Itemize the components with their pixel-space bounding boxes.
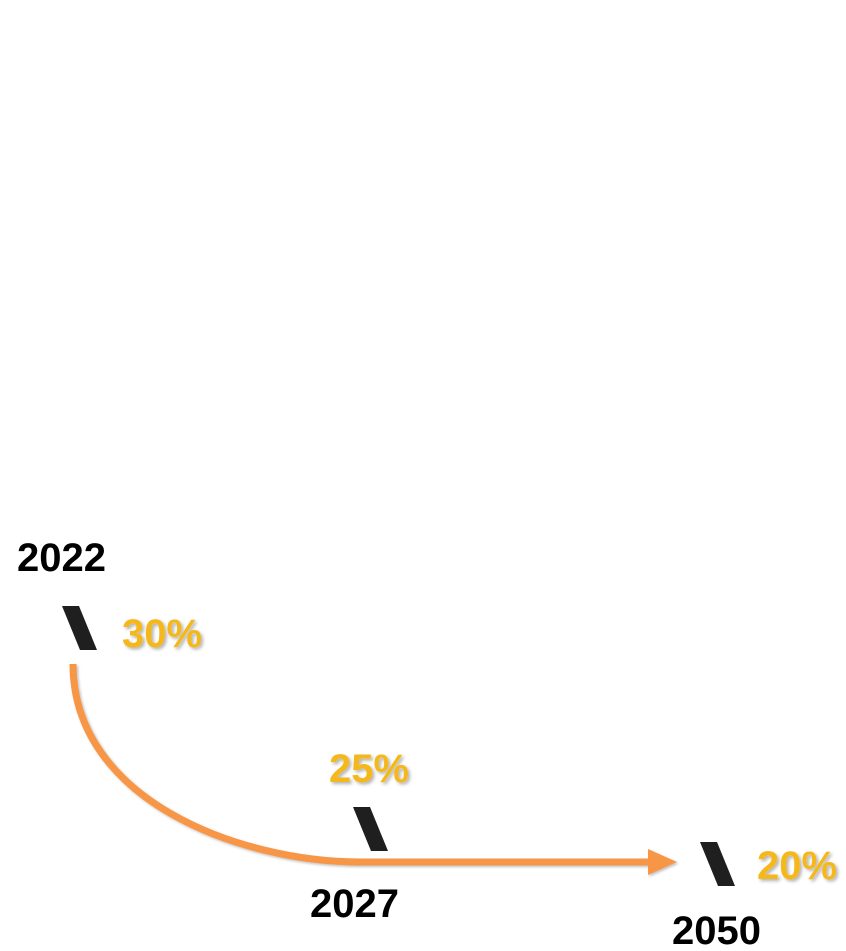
trend-curve — [69, 663, 650, 866]
slash-marker-icon — [62, 606, 97, 650]
milestone-2022: 2022 30% — [17, 536, 202, 656]
milestone-2050: 20% 2050 — [672, 842, 837, 951]
milestone-value-label: 25% — [329, 747, 409, 791]
milestone-2027: 25% 2027 — [310, 747, 409, 926]
milestone-year-label: 2022 — [17, 536, 106, 580]
arrow-head-icon — [648, 849, 677, 875]
milestone-year-label: 2027 — [310, 882, 399, 926]
trend-arrow — [69, 663, 677, 875]
milestone-year-label: 2050 — [672, 909, 761, 951]
milestone-value-label: 30% — [122, 612, 202, 656]
slash-marker-icon — [700, 842, 735, 886]
slash-marker-icon — [353, 807, 388, 851]
milestone-value-label: 20% — [757, 844, 837, 888]
